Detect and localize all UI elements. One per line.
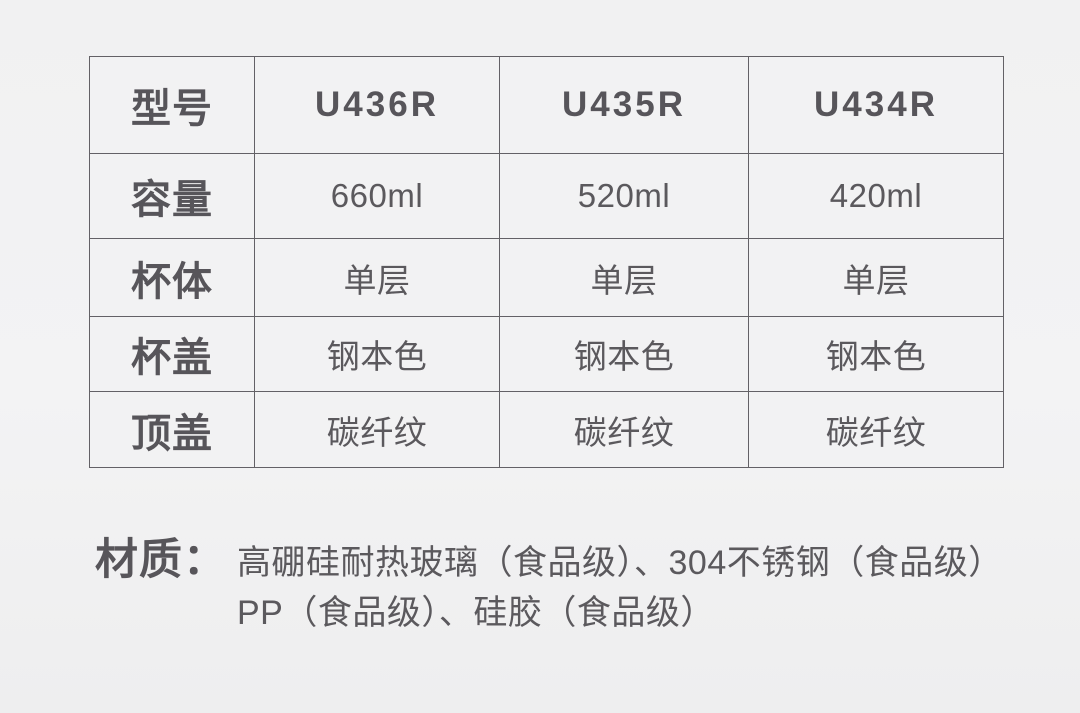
- lid-cell: 钢本色: [499, 316, 749, 392]
- model-cell: U434R: [748, 56, 1004, 154]
- row-label-capacity: 容量: [89, 153, 255, 239]
- capacity-cell: 420ml: [748, 153, 1004, 239]
- capacity-cell: 660ml: [254, 153, 500, 239]
- topcap-cell: 碳纤纹: [748, 391, 1004, 468]
- table-row-body: 杯体 单层 单层 单层: [89, 238, 1004, 317]
- body-cell: 单层: [499, 238, 749, 317]
- model-cell: U435R: [499, 56, 749, 154]
- row-label-model: 型号: [89, 56, 255, 154]
- materials-line: 高硼硅耐热玻璃（食品级）、304不锈钢（食品级）: [237, 544, 1003, 582]
- row-label-body: 杯体: [89, 238, 255, 317]
- materials-section: 材质： 高硼硅耐热玻璃（食品级）、304不锈钢（食品级） PP（食品级）、硅胶（…: [95, 534, 1003, 638]
- table-row-topcap: 顶盖 碳纤纹 碳纤纹 碳纤纹: [89, 391, 1004, 468]
- capacity-cell: 520ml: [499, 153, 749, 239]
- materials-text: 高硼硅耐热玻璃（食品级）、304不锈钢（食品级） PP（食品级）、硅胶（食品级）: [237, 534, 1003, 638]
- body-cell: 单层: [254, 238, 500, 317]
- table-row-model: 型号 U436R U435R U434R: [89, 56, 1004, 154]
- spec-table: 型号 U436R U435R U434R 容量 660ml 520ml 420m…: [89, 56, 1004, 468]
- lid-cell: 钢本色: [748, 316, 1004, 392]
- table-row-lid: 杯盖 钢本色 钢本色 钢本色: [89, 316, 1004, 392]
- model-cell: U436R: [254, 56, 500, 154]
- row-label-topcap: 顶盖: [89, 391, 255, 468]
- materials-label: 材质：: [95, 536, 227, 584]
- topcap-cell: 碳纤纹: [499, 391, 749, 468]
- row-label-lid: 杯盖: [89, 316, 255, 392]
- body-cell: 单层: [748, 238, 1004, 317]
- topcap-cell: 碳纤纹: [254, 391, 500, 468]
- table-row-capacity: 容量 660ml 520ml 420ml: [89, 153, 1004, 239]
- lid-cell: 钢本色: [254, 316, 500, 392]
- materials-line: PP（食品级）、硅胶（食品级）: [237, 594, 715, 632]
